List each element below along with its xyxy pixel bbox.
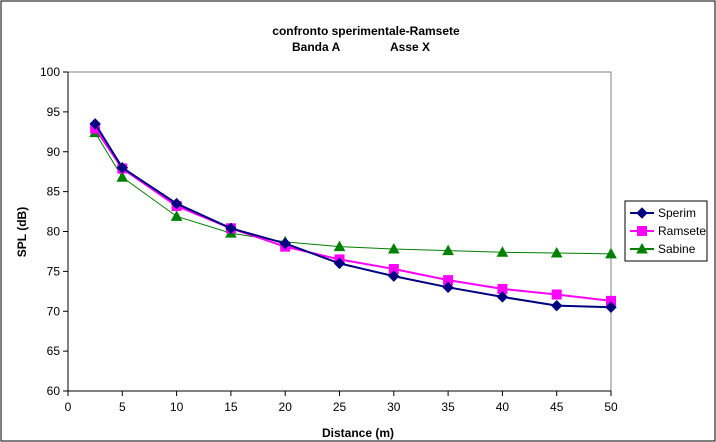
data-point-sperim <box>550 299 563 312</box>
legend-item-ramsete: Ramsete <box>630 224 706 238</box>
data-point-sperim <box>89 118 101 130</box>
data-point-sabine <box>116 171 129 182</box>
y-tick-label: 65 <box>47 344 61 358</box>
x-tick-label: 10 <box>170 400 184 414</box>
y-tick-label: 90 <box>47 145 61 159</box>
data-point-sabine <box>496 246 509 257</box>
data-point-sperim <box>170 197 183 210</box>
y-tick-label: 95 <box>47 105 61 119</box>
y-tick-label: 80 <box>47 225 61 239</box>
data-point-sabine <box>550 247 563 258</box>
data-point-sperim <box>116 161 129 174</box>
x-tick-label: 35 <box>441 400 455 414</box>
data-point-ramsete <box>551 289 562 300</box>
data-point-sperim <box>388 270 400 282</box>
legend-marker <box>636 242 648 254</box>
legend-item-sabine: Sabine <box>630 242 696 256</box>
data-point-sabine <box>442 244 454 256</box>
x-tick-label: 30 <box>387 400 401 414</box>
chart-subtitle-axis: Asse X <box>390 40 430 54</box>
data-point-sperim <box>225 222 237 235</box>
data-point-sperim <box>605 301 617 313</box>
data-point-sperim <box>496 291 509 303</box>
x-tick-label: 45 <box>550 400 564 414</box>
legend-marker <box>636 207 648 219</box>
x-tick-label: 50 <box>604 400 618 414</box>
legend: Sperim Ramsete Sabine <box>624 200 708 262</box>
legend-label: Sperim <box>658 206 696 220</box>
data-point-sperim <box>442 281 454 294</box>
data-point-sabine <box>605 247 617 259</box>
legend-marker <box>637 226 647 236</box>
series-sperim <box>89 118 617 313</box>
y-axis-label: SPL (dB) <box>15 207 29 257</box>
plot-area: 60 65 70 75 80 85 90 95 100 0 5 10 15 20 25 30 35 40 45 50 <box>40 65 618 414</box>
x-tick-label: 0 <box>65 400 72 414</box>
x-tick-label: 5 <box>119 400 126 414</box>
x-axis-label: Distance (m) <box>322 426 394 440</box>
data-point-sabine <box>387 243 400 254</box>
x-tick-label: 40 <box>496 400 510 414</box>
data-point-sabine <box>333 240 346 252</box>
legend-label: Ramsete <box>658 224 706 238</box>
y-tick-label: 60 <box>47 384 61 398</box>
y-tick-label: 85 <box>47 185 61 199</box>
y-tick-label: 75 <box>47 264 61 278</box>
y-tick-label: 100 <box>40 65 60 79</box>
x-tick-label: 20 <box>279 400 293 414</box>
y-tick-label: 70 <box>47 304 61 318</box>
data-point-sabine <box>170 210 183 221</box>
data-point-sperim <box>333 257 346 270</box>
legend-item-sperim: Sperim <box>630 206 696 220</box>
chart-title: confronto sperimentale-Ramsete <box>272 24 460 38</box>
legend-label: Sabine <box>658 242 696 256</box>
x-tick-label: 25 <box>333 400 347 414</box>
x-tick-label: 15 <box>224 400 238 414</box>
chart-subtitle-band: Banda A <box>292 40 341 54</box>
data-point-sperim <box>279 237 291 250</box>
